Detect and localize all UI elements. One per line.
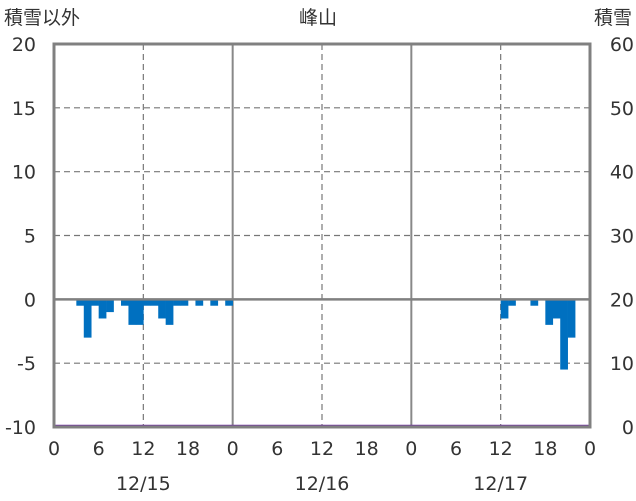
bar [128, 299, 137, 325]
bar-layer [76, 299, 576, 370]
x-tick-label: 0 [227, 438, 239, 460]
left-tick-label: 10 [12, 162, 36, 184]
bar [83, 299, 92, 338]
left-axis-title: 積雪以外 [4, 7, 80, 29]
left-tick-label: 5 [24, 226, 36, 248]
right-tick-label: 60 [610, 34, 634, 56]
right-axis-title: 積雪 [594, 7, 632, 29]
bar [98, 299, 107, 319]
chart-title: 峰山 [299, 7, 337, 29]
bar [76, 299, 85, 306]
x-tick-label: 0 [48, 438, 60, 460]
bar [143, 299, 152, 306]
left-tick-label: 15 [12, 98, 36, 120]
right-tick-label: 20 [610, 289, 634, 311]
x-tick-label: 6 [93, 438, 105, 460]
bar [500, 299, 509, 319]
date-label: 12/15 [116, 473, 171, 495]
bar [567, 299, 576, 338]
right-tick-label: 30 [610, 226, 634, 248]
bar [180, 299, 189, 306]
date-label: 12/17 [473, 473, 528, 495]
left-tick-label: 0 [24, 289, 36, 311]
right-tick-label: 10 [610, 353, 634, 375]
date-label: 12/16 [295, 473, 350, 495]
bar [210, 299, 219, 306]
x-tick-label: 6 [271, 438, 283, 460]
bar [165, 299, 174, 325]
bar [106, 299, 114, 313]
x-tick-label: 12 [310, 438, 334, 460]
left-tick-label: 20 [12, 34, 36, 56]
bar [560, 299, 568, 370]
bar [195, 299, 204, 306]
bar [121, 299, 129, 306]
x-tick-label: 18 [355, 438, 379, 460]
bar [225, 299, 233, 306]
x-tick-label: 12 [489, 438, 513, 460]
right-tick-label: 0 [622, 417, 634, 439]
bar [158, 299, 166, 319]
right-tick-label: 50 [610, 98, 634, 120]
bar [173, 299, 181, 306]
x-tick-label: 0 [405, 438, 417, 460]
left-tick-label: -10 [5, 417, 36, 439]
grid-layer [54, 44, 590, 427]
x-tick-label: 6 [450, 438, 462, 460]
frame-layer [52, 42, 592, 429]
bar [545, 299, 554, 325]
x-tick-label: 18 [176, 438, 200, 460]
bar [508, 299, 516, 306]
bar [530, 299, 539, 306]
bar [150, 299, 159, 306]
right-tick-label: 40 [610, 162, 634, 184]
x-tick-label: 18 [533, 438, 557, 460]
left-tick-label: -5 [17, 353, 36, 375]
x-tick-label: 0 [584, 438, 596, 460]
bar [135, 299, 144, 325]
bar [552, 299, 561, 319]
bar [91, 299, 99, 306]
plot-frame [52, 42, 592, 429]
x-tick-label: 12 [131, 438, 155, 460]
